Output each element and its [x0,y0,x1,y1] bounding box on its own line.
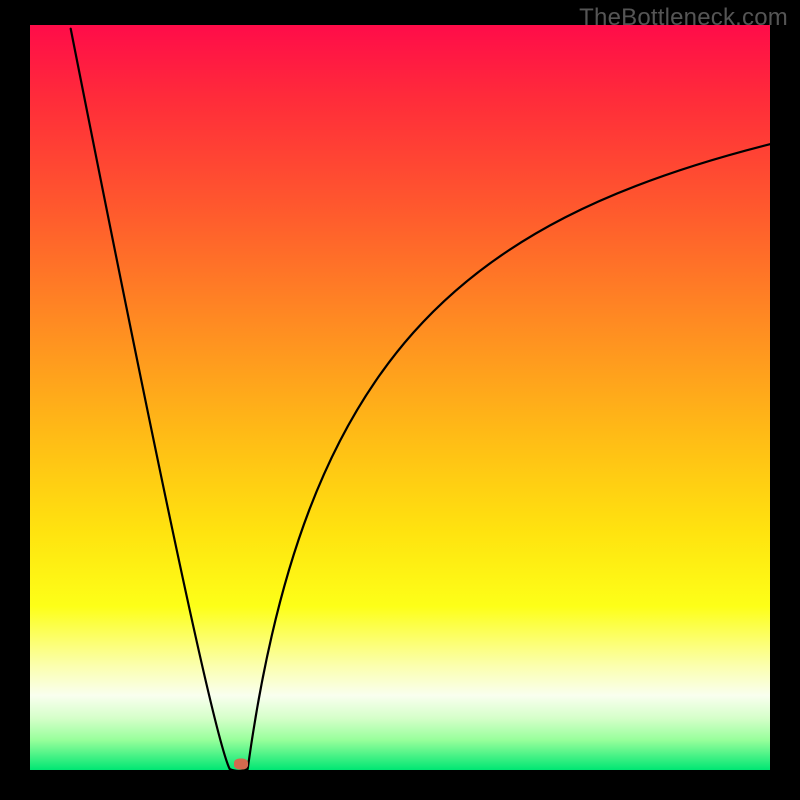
watermark-label: TheBottleneck.com [579,4,788,32]
bottleneck-chart: TheBottleneck.com [0,0,800,800]
chart-plot-area [30,25,770,770]
current-config-marker [234,759,248,770]
